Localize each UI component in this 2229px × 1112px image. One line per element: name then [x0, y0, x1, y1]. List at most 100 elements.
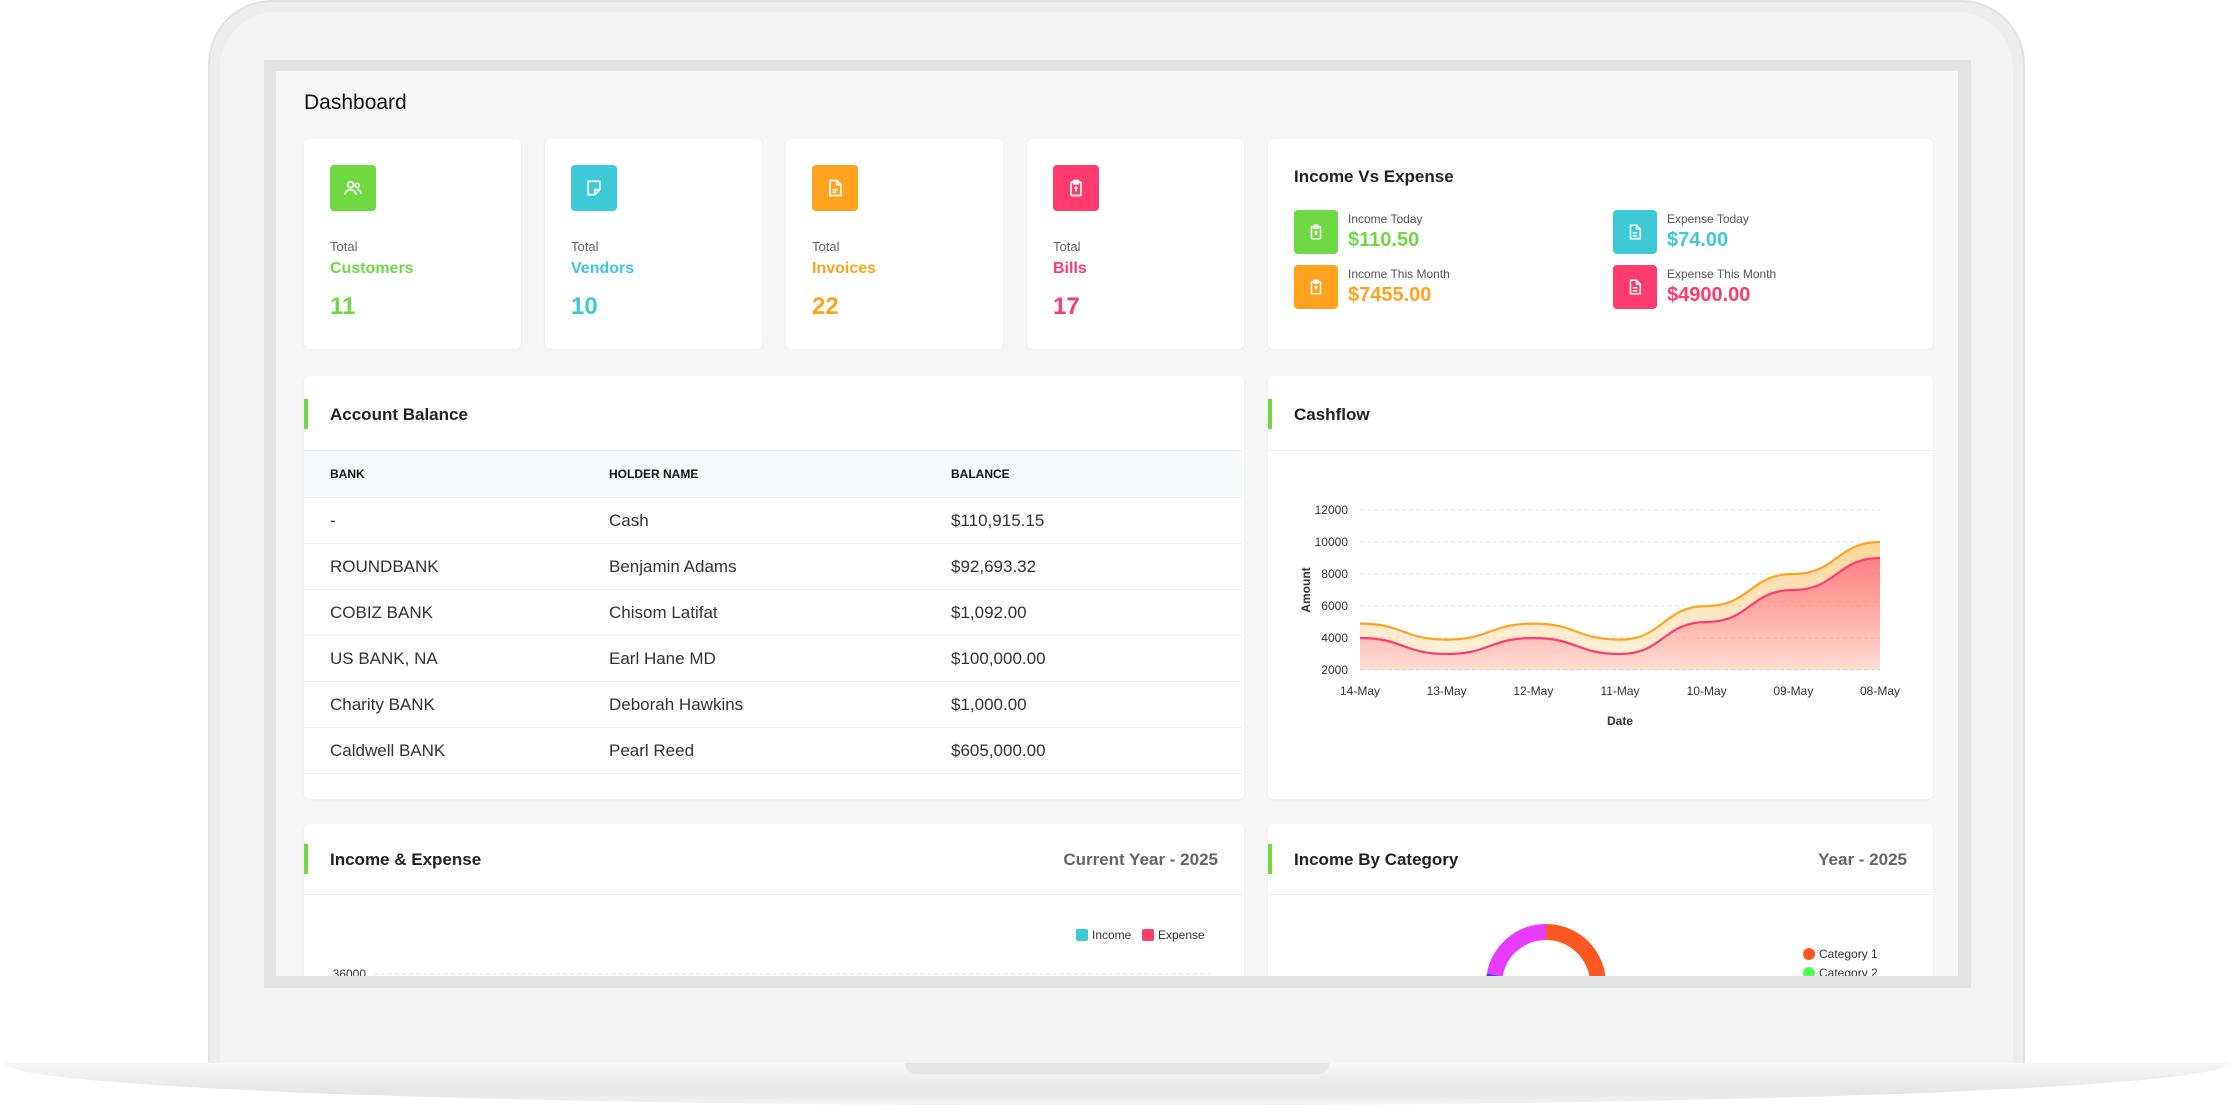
stat-total-label: Total: [812, 239, 840, 254]
income-this-month-label: Income This Month: [1348, 267, 1450, 281]
cell-holder-name: Pearl Reed: [609, 727, 951, 774]
stat-card-bills[interactable]: Total Bills 17: [1027, 139, 1244, 349]
cashflow-chart: 2000 4000 6000 8000 10000 12000 14-May 13-May 12…: [1299, 503, 1900, 728]
column-header-holder-name[interactable]: HOLDER NAME: [609, 450, 951, 498]
income-expense-period[interactable]: Current Year - 2025: [1063, 850, 1218, 869]
file-icon: [1613, 265, 1657, 309]
table-row[interactable]: Charity BANK Deborah Hawkins $1,000.00: [304, 681, 1242, 728]
table-row[interactable]: - Cash $110,915.15: [304, 497, 1242, 544]
table-header-row: BANK HOLDER NAME BALANCE: [304, 450, 1242, 498]
card-accent-bar: [1268, 399, 1272, 429]
table-row[interactable]: COBIZ BANK Chisom Latifat $1,092.00: [304, 589, 1242, 636]
cell-balance: $605,000.00: [951, 727, 1242, 774]
y-axis-title: Amount: [1299, 567, 1313, 612]
users-icon: [330, 165, 376, 211]
expense-this-month-label: Expense This Month: [1667, 267, 1777, 281]
cell-holder-name: Cash: [609, 497, 951, 544]
laptop-base-notch: [905, 1063, 1329, 1074]
stat-total-label: Total: [1053, 239, 1081, 254]
stat-total-label: Total: [571, 239, 599, 254]
y-tick-label: 6000: [1321, 599, 1348, 613]
stat-name: Customers: [330, 260, 414, 277]
y-tick-label: 10000: [1315, 535, 1349, 549]
income-vs-expense-title: Income Vs Expense: [1294, 167, 1454, 186]
legend-swatch: [1076, 929, 1088, 941]
series-area: [1360, 558, 1880, 670]
x-tick-label: 08-May: [1860, 684, 1900, 698]
donut-slice: [1545, 924, 1606, 976]
x-tick-label: 13-May: [1427, 684, 1467, 698]
note-icon: [571, 165, 617, 211]
cell-balance: $1,000.00: [951, 681, 1242, 728]
table-row[interactable]: US BANK, NA Earl Hane MD $100,000.00: [304, 635, 1242, 682]
stat-value: 17: [1053, 293, 1080, 320]
x-tick-label: 09-May: [1773, 684, 1813, 698]
y-tick-label: 2000: [1321, 663, 1348, 677]
stat-total-label: Total: [330, 239, 358, 254]
legend-label: Category 2: [1819, 966, 1878, 976]
y-tick-label: 4000: [1321, 631, 1348, 645]
table-row[interactable]: ROUNDBANK Benjamin Adams $92,693.32: [304, 543, 1242, 590]
cell-holder-name: Deborah Hawkins: [609, 681, 951, 728]
income-today-label: Income Today: [1348, 212, 1423, 226]
account-balance-card: Account Balance BANK HOLDER NAME BALANCE…: [304, 376, 1244, 799]
cell-bank: US BANK, NA: [304, 635, 609, 682]
income-expense-card: Income & Expense Current Year - 2025 Inc…: [304, 824, 1244, 976]
column-header-balance[interactable]: BALANCE: [951, 450, 1242, 498]
account-balance-title: Account Balance: [330, 405, 468, 424]
expense-today-value: $74.00: [1667, 229, 1729, 251]
stat-card-vendors[interactable]: Total Vendors 10: [545, 139, 762, 349]
x-tick-label: 14-May: [1340, 684, 1380, 698]
legend-label: Category 1: [1819, 947, 1878, 961]
stat-card-invoices[interactable]: Total Invoices 22: [786, 139, 1003, 349]
cell-bank: Charity BANK: [304, 681, 609, 728]
expense-today-label: Expense Today: [1667, 212, 1749, 226]
stat-card-customers[interactable]: Total Customers 11: [304, 139, 521, 349]
file-invoice-icon: [812, 165, 858, 211]
income-by-category-card: Income By Category Year - 2025 Category …: [1268, 824, 1933, 976]
cell-holder-name: Benjamin Adams: [609, 543, 951, 590]
income-by-category-period[interactable]: Year - 2025: [1818, 850, 1907, 869]
x-tick-label: 12-May: [1513, 684, 1553, 698]
legend-swatch: [1142, 929, 1154, 941]
income-this-month-value: $7455.00: [1348, 284, 1432, 306]
y-tick-label: 36000: [333, 967, 367, 976]
cell-balance: $1,092.00: [951, 589, 1242, 636]
card-accent-bar: [304, 399, 308, 429]
clipboard-icon: [1294, 210, 1338, 254]
clipboard-icon: [1294, 265, 1338, 309]
clipboard-icon: [1053, 165, 1099, 211]
cell-bank: ROUNDBANK: [304, 543, 609, 590]
cell-bank: Caldwell BANK: [304, 727, 609, 774]
income-by-category-chart: Category 1 Category 2: [1486, 924, 1878, 976]
legend-dot: [1803, 948, 1815, 960]
cashflow-card: Cashflow 2000 4000 6000 8000 10000 12000 14-Ma…: [1268, 376, 1933, 799]
cell-holder-name: Chisom Latifat: [609, 589, 951, 636]
card-divider: [1268, 894, 1933, 895]
donut-slice: [1486, 924, 1547, 976]
stat-name: Bills: [1053, 260, 1087, 277]
dashboard-screen: Dashboard Total Customers 11 Total Vendo…: [276, 71, 1958, 976]
income-expense-title: Income & Expense: [330, 850, 482, 869]
series-line: [1359, 540, 1881, 641]
income-today-value: $110.50: [1348, 229, 1420, 251]
cell-balance: $100,000.00: [951, 635, 1242, 682]
card-accent-bar: [304, 844, 308, 874]
stat-value: 22: [812, 293, 839, 320]
x-tick-label: 11-May: [1600, 684, 1639, 698]
stat-name: Vendors: [571, 260, 635, 277]
table-row[interactable]: Caldwell BANK Pearl Reed $605,000.00: [304, 727, 1242, 774]
column-header-bank[interactable]: BANK: [304, 450, 609, 498]
cell-bank: -: [304, 497, 609, 544]
page-title: Dashboard: [304, 91, 407, 114]
income-expense-chart: Income Expense 36000: [333, 928, 1212, 976]
legend-dot: [1803, 967, 1815, 976]
card-divider: [304, 894, 1244, 895]
cell-balance: $110,915.15: [951, 497, 1242, 544]
y-tick-label: 12000: [1315, 503, 1349, 517]
cell-holder-name: Earl Hane MD: [609, 635, 951, 682]
x-tick-label: 10-May: [1687, 684, 1727, 698]
card-accent-bar: [1268, 844, 1272, 874]
stat-value: 10: [571, 293, 598, 320]
legend-label: Income: [1092, 928, 1132, 942]
